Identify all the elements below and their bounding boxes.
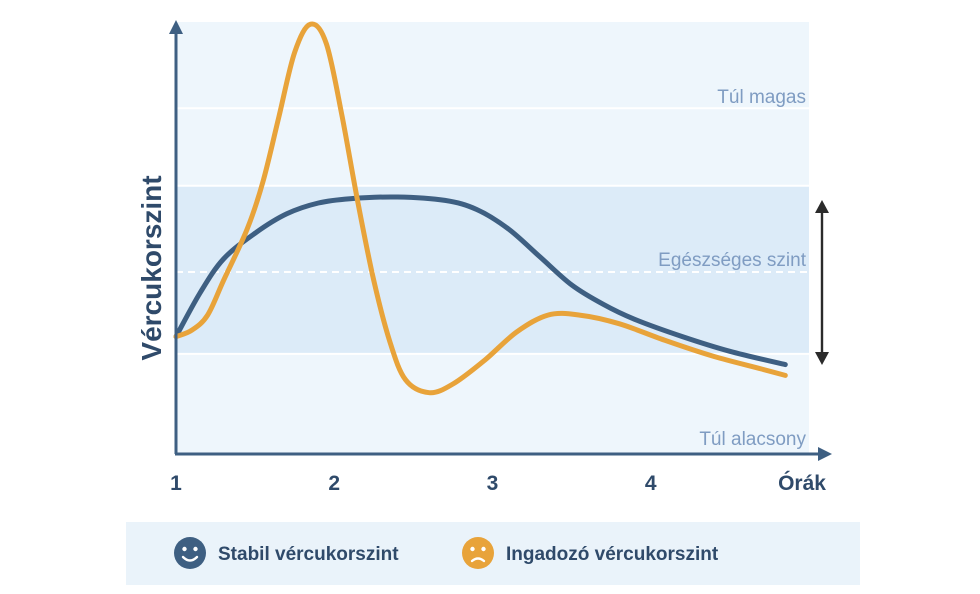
y-axis-title: Vércukorszint xyxy=(136,175,167,360)
y-axis xyxy=(169,20,183,454)
series-line-0 xyxy=(173,194,788,368)
healthy-range-arrow xyxy=(815,200,829,365)
x-tick-label-3: 4 xyxy=(645,472,657,495)
series-lines xyxy=(173,21,788,396)
x-tick-label-1: 2 xyxy=(328,472,340,495)
x-tick-label-0: 1 xyxy=(170,472,182,495)
x-axis xyxy=(175,447,832,461)
zone-labels: Túl magas Egészséges szint Túl alacsony xyxy=(658,87,807,450)
zone-label-2: Túl alacsony xyxy=(699,429,806,450)
sad-face-icon xyxy=(462,537,494,569)
x-tick-labels: 1 2 3 4 xyxy=(170,472,657,495)
legend-label-0: Stabil vércukorszint xyxy=(218,544,399,565)
happy-face-icon xyxy=(174,537,206,569)
x-tick-label-2: 3 xyxy=(487,472,499,495)
x-axis-title: Órák xyxy=(778,471,826,495)
zone-label-0: Túl magas xyxy=(717,87,806,108)
legend: Stabil vércukorszint Ingadozó vércukorszi… xyxy=(174,537,719,569)
zone-label-1: Egészséges szint xyxy=(658,250,807,271)
legend-label-1: Ingadozó vércukorszint xyxy=(506,544,719,565)
series-line-1 xyxy=(173,21,788,396)
